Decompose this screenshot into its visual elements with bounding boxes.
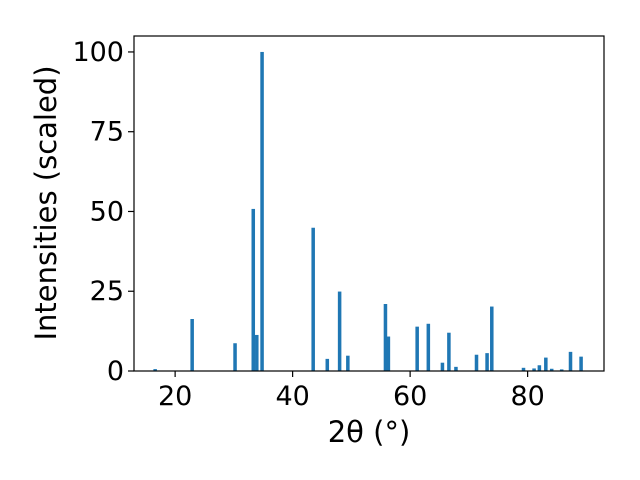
bar-7 <box>325 358 330 371</box>
y-tick-label: 50 <box>90 196 124 227</box>
bar-4 <box>255 334 259 371</box>
bars-group <box>153 51 583 371</box>
bar-11 <box>386 336 391 371</box>
bar-13 <box>426 323 431 371</box>
x-tick-label: 80 <box>510 381 544 412</box>
x-axis: 20 40 60 80 <box>158 371 545 412</box>
bar-22 <box>537 365 542 371</box>
y-tick-label: 0 <box>107 356 124 387</box>
bar-16 <box>454 366 458 371</box>
y-tick-label: 25 <box>90 276 124 307</box>
bar-12 <box>415 326 419 371</box>
y-tick-label: 75 <box>90 117 124 148</box>
y-axis-label: Intensities (scaled) <box>29 65 63 340</box>
bar-26 <box>568 351 573 371</box>
bar-9 <box>346 355 350 371</box>
bar-0 <box>153 369 157 371</box>
plot-frame <box>133 35 605 372</box>
bar-27 <box>579 356 583 371</box>
bar-21 <box>532 368 536 371</box>
bar-8 <box>337 291 342 371</box>
bar-1 <box>190 319 194 371</box>
y-tick-label: 100 <box>72 37 124 68</box>
bar-14 <box>440 362 445 371</box>
bar-2 <box>233 343 237 371</box>
x-tick-label: 20 <box>158 381 192 412</box>
bar-6 <box>311 227 315 371</box>
x-tick-label: 40 <box>275 381 309 412</box>
x-axis-label: 2θ (°) <box>328 415 411 449</box>
bar-19 <box>490 306 494 371</box>
bar-23 <box>544 357 548 371</box>
y-axis: 0 25 50 75 100 <box>72 37 134 387</box>
bar-5 <box>260 51 264 371</box>
bar-10 <box>383 304 388 371</box>
bar-25 <box>559 369 564 371</box>
bar-15 <box>447 332 451 371</box>
bar-17 <box>474 354 479 371</box>
bar-18 <box>485 353 489 371</box>
bar-3 <box>251 208 256 371</box>
bar-20 <box>521 367 526 371</box>
bar-24 <box>549 368 554 371</box>
x-tick-label: 60 <box>393 381 427 412</box>
